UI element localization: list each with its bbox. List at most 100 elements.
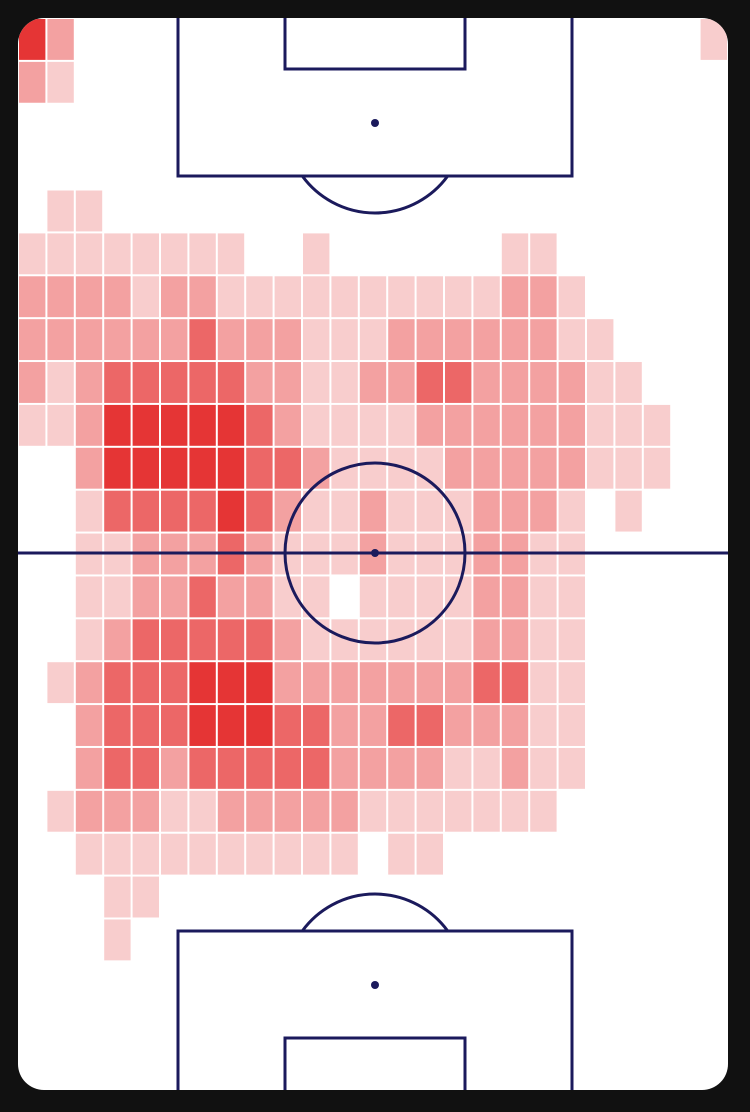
- heat-cell: [132, 233, 159, 275]
- heat-cell: [189, 576, 216, 618]
- heat-cell: [445, 404, 472, 446]
- heat-cell: [445, 362, 472, 403]
- heat-cell: [643, 404, 671, 446]
- penalty-arc: [301, 892, 449, 932]
- heat-cell: [530, 362, 557, 403]
- heat-cell: [587, 319, 614, 361]
- heat-cell: [217, 362, 245, 403]
- heat-cell: [303, 362, 330, 403]
- heat-cell: [104, 619, 131, 661]
- heat-cell: [416, 276, 443, 318]
- heat-cell: [246, 490, 273, 532]
- heat-cell: [388, 747, 415, 789]
- heat-cell: [501, 790, 529, 832]
- heat-cell: [246, 362, 273, 403]
- heat-cell: [388, 833, 415, 875]
- heat-cell: [473, 705, 500, 746]
- heat-cell: [47, 61, 74, 103]
- heat-cell: [161, 319, 188, 361]
- heat-cell: [161, 276, 188, 318]
- heat-cell: [303, 705, 330, 746]
- heat-cell: [473, 276, 500, 318]
- heat-cell: [104, 705, 131, 746]
- heat-cell: [388, 362, 415, 403]
- heat-cell: [75, 319, 103, 361]
- heat-cell: [530, 319, 557, 361]
- heat-cell: [274, 404, 301, 446]
- heat-cell: [473, 362, 500, 403]
- heat-cell: [75, 619, 103, 661]
- heat-cell: [217, 833, 245, 875]
- heat-cell: [161, 705, 188, 746]
- heat-cell: [445, 576, 472, 618]
- heat-cell: [388, 662, 415, 704]
- heat-cell: [274, 833, 301, 875]
- heat-cell: [161, 404, 188, 446]
- heat-cell: [75, 705, 103, 746]
- heat-cell: [303, 404, 330, 446]
- heat-cell: [388, 490, 415, 532]
- heat-cell: [501, 362, 529, 403]
- heat-cell: [501, 233, 529, 275]
- heat-cell: [104, 233, 131, 275]
- heat-cell: [189, 490, 216, 532]
- heat-cell: [75, 233, 103, 275]
- heat-cell: [445, 447, 472, 489]
- heat-cell: [217, 576, 245, 618]
- heat-cell: [274, 276, 301, 318]
- heat-cell: [359, 662, 387, 704]
- heat-cell: [246, 833, 273, 875]
- heat-cell: [75, 747, 103, 789]
- heat-cell: [217, 619, 245, 661]
- heat-cell: [161, 790, 188, 832]
- heat-cell: [104, 747, 131, 789]
- heat-cell: [75, 662, 103, 704]
- heat-cell: [303, 833, 330, 875]
- heat-cell: [75, 276, 103, 318]
- heat-cell: [132, 790, 159, 832]
- heat-cell: [416, 662, 443, 704]
- heat-cell: [161, 576, 188, 618]
- heat-cell: [303, 662, 330, 704]
- heat-cell: [501, 662, 529, 704]
- six-yard-box: [283, 1036, 467, 1090]
- heat-cell: [303, 790, 330, 832]
- heat-cell: [104, 362, 131, 403]
- heat-cell: [615, 404, 642, 446]
- heat-cell: [445, 319, 472, 361]
- heat-cell: [274, 447, 301, 489]
- heat-cell: [473, 576, 500, 618]
- heat-cell: [501, 576, 529, 618]
- heat-cell: [19, 233, 46, 275]
- heat-cell: [217, 447, 245, 489]
- heat-cell: [47, 319, 74, 361]
- heat-cell: [104, 919, 131, 961]
- heat-cell: [558, 619, 585, 661]
- heat-cell: [161, 233, 188, 275]
- heat-cell: [75, 190, 103, 232]
- heat-cell: [75, 447, 103, 489]
- heat-cell: [246, 790, 273, 832]
- heat-cell: [530, 276, 557, 318]
- heat-cell: [104, 833, 131, 875]
- heat-cell: [331, 319, 358, 361]
- heat-cell: [530, 705, 557, 746]
- heat-cell: [558, 362, 585, 403]
- heat-cell: [530, 747, 557, 789]
- heat-cell: [217, 490, 245, 532]
- heat-cell: [47, 362, 74, 403]
- heat-cell: [416, 490, 443, 532]
- heat-cell: [47, 19, 74, 60]
- heat-cell: [246, 447, 273, 489]
- heat-cell: [615, 490, 642, 532]
- heat-cell: [189, 705, 216, 746]
- heat-cell: [445, 276, 472, 318]
- heat-cell: [303, 619, 330, 661]
- heat-cell: [473, 619, 500, 661]
- heat-cell: [246, 705, 273, 746]
- heat-cell: [47, 662, 74, 704]
- heat-cell: [558, 662, 585, 704]
- heat-cell: [501, 490, 529, 532]
- heat-cell: [19, 276, 46, 318]
